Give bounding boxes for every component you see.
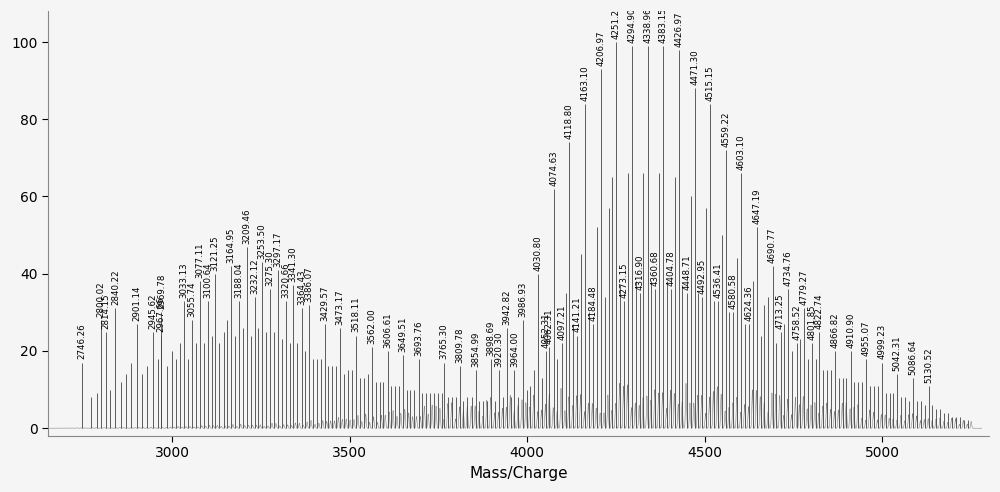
Text: 4624.36: 4624.36 (744, 285, 753, 321)
Text: 4338.96: 4338.96 (643, 7, 652, 43)
Text: 4448.71: 4448.71 (682, 254, 691, 290)
Text: 2967.66: 2967.66 (156, 297, 165, 333)
Text: 3297.17: 3297.17 (273, 231, 282, 267)
Text: 4118.80: 4118.80 (565, 104, 574, 139)
Text: 4910.90: 4910.90 (846, 312, 855, 348)
Text: 3188.04: 3188.04 (234, 262, 243, 298)
Text: 3055.74: 3055.74 (187, 281, 196, 317)
Text: 5086.64: 5086.64 (909, 339, 918, 375)
Text: 4360.68: 4360.68 (651, 250, 660, 286)
Text: 4251.26: 4251.26 (612, 3, 621, 39)
Text: 3320.66: 3320.66 (282, 262, 291, 298)
Text: 3209.46: 3209.46 (242, 208, 251, 244)
Text: 3364.43: 3364.43 (297, 270, 306, 306)
Text: 4471.30: 4471.30 (690, 50, 699, 85)
Text: 4822.74: 4822.74 (815, 293, 824, 329)
Text: 3164.95: 3164.95 (226, 227, 235, 263)
Text: 4713.25: 4713.25 (776, 293, 785, 329)
Text: 4074.63: 4074.63 (549, 150, 558, 185)
Text: 5042.31: 5042.31 (893, 336, 902, 371)
Text: 4866.82: 4866.82 (831, 312, 840, 348)
Text: 4559.22: 4559.22 (721, 112, 730, 147)
Text: 4404.78: 4404.78 (667, 250, 676, 286)
Text: 4603.10: 4603.10 (737, 135, 746, 170)
Text: 2969.78: 2969.78 (157, 274, 166, 309)
Text: 4294.90: 4294.90 (627, 7, 636, 43)
Text: 2901.14: 2901.14 (133, 285, 142, 321)
Text: 4163.10: 4163.10 (581, 65, 590, 101)
Text: 4492.95: 4492.95 (698, 258, 707, 294)
Text: 3942.82: 3942.82 (502, 289, 511, 325)
Text: 4052.31: 4052.31 (541, 312, 550, 348)
Text: 3077.11: 3077.11 (195, 243, 204, 278)
Text: 3121.25: 3121.25 (211, 235, 220, 271)
Text: 3920.30: 3920.30 (494, 332, 503, 367)
Text: 3606.61: 3606.61 (383, 312, 392, 348)
Text: 3253.50: 3253.50 (258, 223, 267, 259)
Text: 3649.51: 3649.51 (398, 316, 407, 352)
Text: 4536.41: 4536.41 (713, 262, 722, 298)
Text: 3765.30: 3765.30 (439, 324, 448, 360)
Text: 3033.13: 3033.13 (179, 262, 188, 298)
Text: 3100.64: 3100.64 (203, 262, 212, 298)
Text: 3562.00: 3562.00 (367, 308, 376, 344)
Text: 4999.23: 4999.23 (878, 324, 887, 360)
Text: 4955.07: 4955.07 (862, 320, 871, 356)
Text: 3275.30: 3275.30 (265, 250, 274, 286)
Text: 4097.21: 4097.21 (557, 305, 566, 340)
Text: 4647.19: 4647.19 (753, 189, 762, 224)
Text: 4779.27: 4779.27 (799, 270, 808, 306)
Text: 3429.57: 3429.57 (320, 285, 329, 321)
Text: 3854.99: 3854.99 (471, 332, 480, 367)
Text: 3809.78: 3809.78 (455, 328, 464, 363)
Text: 5130.52: 5130.52 (924, 347, 933, 383)
Text: 3693.76: 3693.76 (414, 320, 423, 356)
Text: 3964.00: 3964.00 (510, 332, 519, 367)
Text: 3518.11: 3518.11 (352, 297, 361, 333)
X-axis label: Mass/Charge: Mass/Charge (469, 466, 568, 481)
Text: 4580.58: 4580.58 (729, 274, 738, 309)
Text: 4273.15: 4273.15 (620, 262, 629, 298)
Text: 4141.21: 4141.21 (573, 297, 582, 333)
Text: 2840.22: 2840.22 (111, 270, 120, 306)
Text: 4758.52: 4758.52 (792, 305, 801, 340)
Text: 4316.90: 4316.90 (635, 254, 644, 290)
Text: 4515.15: 4515.15 (706, 65, 715, 101)
Text: 2746.26: 2746.26 (78, 324, 87, 360)
Text: 2945.62: 2945.62 (148, 293, 157, 329)
Text: 4383.15: 4383.15 (659, 7, 668, 43)
Text: 3473.17: 3473.17 (336, 289, 345, 325)
Text: 4734.76: 4734.76 (784, 250, 793, 286)
Text: 4206.97: 4206.97 (596, 31, 605, 66)
Text: 3341.30: 3341.30 (289, 246, 298, 282)
Text: 4801.85: 4801.85 (808, 305, 817, 340)
Text: 2814.15: 2814.15 (102, 293, 111, 329)
Text: 3386.07: 3386.07 (305, 266, 314, 302)
Text: 4030.80: 4030.80 (534, 235, 543, 271)
Text: 3898.69: 3898.69 (487, 320, 496, 356)
Text: 4184.48: 4184.48 (588, 285, 597, 321)
Text: 4062.31: 4062.31 (545, 308, 554, 344)
Text: 3986.93: 3986.93 (518, 281, 527, 317)
Text: 4426.97: 4426.97 (674, 11, 683, 47)
Text: 2800.02: 2800.02 (97, 281, 106, 317)
Text: 3232.12: 3232.12 (250, 258, 259, 294)
Text: 4690.77: 4690.77 (768, 227, 777, 263)
